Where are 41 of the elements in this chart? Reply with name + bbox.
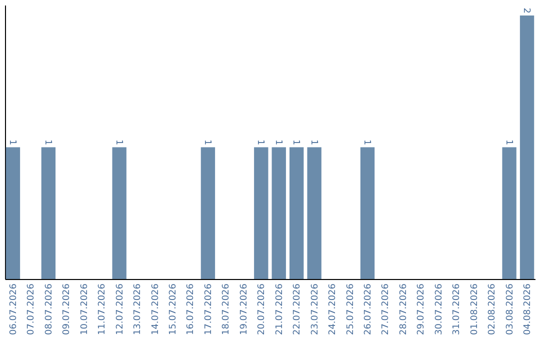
x-tick-label: 23.07.2026 <box>310 283 320 336</box>
x-tick-label: 27.07.2026 <box>381 283 392 336</box>
x-tick-label: 09.07.2026 <box>62 283 72 336</box>
x-tick-label: 29.07.2026 <box>416 283 427 336</box>
x-tick-label: 15.07.2026 <box>168 283 179 336</box>
x-tick-label: 30.07.2026 <box>434 283 444 336</box>
x-tick-label: 06.07.2026 <box>8 283 19 336</box>
data-label: 1 <box>290 140 301 146</box>
data-label: 2 <box>521 8 532 14</box>
x-tick-label: 28.07.2026 <box>398 283 409 336</box>
data-label: 1 <box>272 140 283 146</box>
x-tick-label: 31.07.2026 <box>452 283 462 336</box>
x-tick-label: 22.07.2026 <box>292 283 303 336</box>
x-tick-label: 08.07.2026 <box>44 283 54 336</box>
x-tick-label: 20.07.2026 <box>257 283 268 336</box>
x-tick-label: 25.07.2026 <box>346 283 356 336</box>
x-tick-label: 02.08.2026 <box>488 283 498 336</box>
data-label: 1 <box>6 140 17 146</box>
data-label: 1 <box>308 140 318 146</box>
data-label: 1 <box>255 140 266 146</box>
x-tick-label: 03.08.2026 <box>505 283 516 336</box>
x-tick-label: 17.07.2026 <box>204 283 214 336</box>
x-tick-label: 01.08.2026 <box>470 283 480 336</box>
x-tick-label: 04.08.2026 <box>523 283 534 336</box>
data-label: 1 <box>361 140 372 146</box>
x-tick-label: 16.07.2026 <box>186 283 196 336</box>
x-tick-label: 07.07.2026 <box>26 283 37 336</box>
x-tick-label: 10.07.2026 <box>80 283 90 336</box>
x-tick-label: 18.07.2026 <box>222 283 232 336</box>
data-label: 1 <box>42 140 52 146</box>
x-tick-label: 24.07.2026 <box>328 283 338 336</box>
data-label: 1 <box>503 140 514 146</box>
x-tick-label: 13.07.2026 <box>133 283 144 336</box>
x-tick-label: 26.07.2026 <box>363 283 374 336</box>
x-tick-label: 19.07.2026 <box>239 283 250 336</box>
x-tick-label: 11.07.2026 <box>98 283 108 336</box>
x-tick-label: 12.07.2026 <box>115 283 126 336</box>
data-label: 1 <box>202 140 212 146</box>
x-tick-label: 21.07.2026 <box>274 283 285 336</box>
x-tick-label: 14.07.2026 <box>150 283 161 336</box>
data-label: 1 <box>113 140 124 146</box>
